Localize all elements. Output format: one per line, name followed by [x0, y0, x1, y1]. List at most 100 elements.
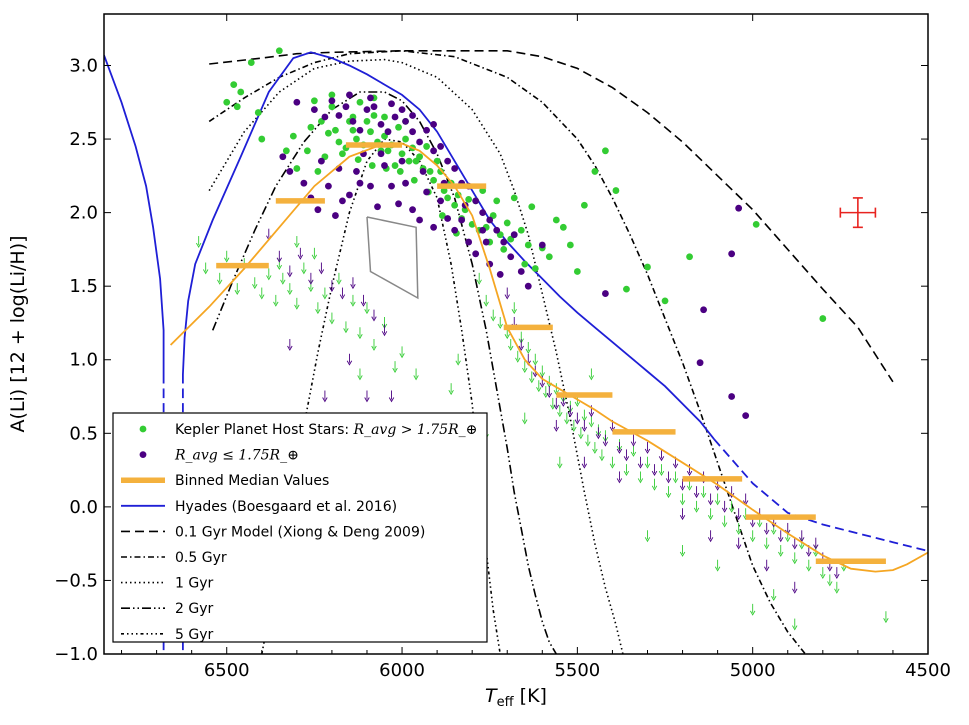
- upper-limit-small: [308, 272, 314, 285]
- upper-limit-large: [497, 316, 503, 329]
- upper-limit-small: [364, 390, 370, 403]
- y-tick-label: 1.5: [69, 276, 98, 297]
- limit-arrow-head: [707, 515, 714, 521]
- legend-entry-m1: 1 Gyr: [121, 576, 213, 592]
- point-large-planet-host: [314, 168, 322, 175]
- upper-limit-small: [346, 353, 353, 366]
- point-small-planet-host: [317, 157, 325, 165]
- upper-limit-small: [581, 456, 588, 469]
- upper-limit-large: [714, 493, 721, 506]
- upper-limit-large: [637, 471, 644, 484]
- point-large-planet-host: [328, 103, 336, 111]
- point-small-planet-host: [538, 241, 546, 249]
- upper-limit-large: [714, 559, 721, 572]
- legend-entry-small: R_avg ≤ 1.75R_⊕: [139, 448, 299, 464]
- upper-limit-large: [217, 272, 223, 285]
- limit-arrow-head: [273, 301, 279, 307]
- y-axis-label: A(Li) [12 + log(Li/H)]: [7, 235, 29, 432]
- binned-median-bars: [216, 142, 886, 565]
- limit-arrow-head: [357, 375, 363, 381]
- upper-limit-small: [322, 390, 328, 403]
- point-small-planet-host: [353, 168, 360, 175]
- limit-arrow-head: [749, 522, 756, 528]
- point-large-planet-host: [325, 129, 332, 137]
- limit-arrow-head: [571, 426, 577, 432]
- limit-arrow-head: [567, 412, 574, 418]
- upper-limit-small: [350, 277, 356, 290]
- limit-arrow-head: [792, 588, 798, 594]
- y-tick-label: 0.0: [69, 497, 98, 518]
- upper-limit-large: [792, 618, 798, 631]
- upper-limit-small: [665, 471, 672, 484]
- legend-label-text: Binned Median Values: [175, 473, 329, 489]
- upper-limit-large: [578, 427, 584, 440]
- upper-limit-small: [735, 508, 742, 521]
- x-tick-label: 5500: [554, 660, 600, 681]
- point-small-planet-host: [430, 223, 437, 231]
- legend-label: 5 Gyr: [175, 627, 213, 643]
- limit-arrow-head: [553, 404, 560, 410]
- upper-limit-large: [749, 530, 756, 543]
- point-small-planet-host: [517, 268, 525, 275]
- upper-limit-small: [546, 386, 553, 399]
- point-large-planet-host: [391, 162, 399, 169]
- limit-arrow-head: [553, 389, 560, 396]
- limit-arrow-head: [329, 319, 335, 325]
- point-large-planet-host: [353, 135, 360, 143]
- limit-arrow-head: [813, 544, 819, 550]
- limit-arrow-head: [364, 397, 370, 403]
- upper-limit-large: [311, 247, 318, 260]
- point-small-planet-host: [451, 165, 459, 172]
- limit-arrow-head: [679, 551, 686, 557]
- point-large-planet-host: [612, 187, 620, 194]
- limit-arrow-head: [588, 412, 595, 418]
- limit-arrow-head: [224, 257, 230, 263]
- upper-limit-small: [595, 427, 602, 440]
- point-small-planet-host: [402, 118, 409, 125]
- point-small-planet-host: [342, 103, 350, 111]
- limit-arrow-head: [778, 537, 784, 543]
- upper-limit-large: [511, 302, 517, 315]
- point-small-planet-host: [409, 112, 416, 119]
- point-small-planet-host: [416, 138, 423, 146]
- point-small-planet-host: [391, 113, 399, 121]
- point-small-planet-host: [409, 206, 416, 214]
- limit-arrow-head: [630, 441, 637, 447]
- limit-arrow-head: [339, 294, 346, 300]
- point-large-planet-host: [438, 212, 446, 219]
- limit-arrow-head: [707, 537, 714, 543]
- limit-arrow-head: [252, 284, 258, 290]
- limit-arrow-head: [771, 529, 777, 535]
- limit-arrow-head: [322, 294, 328, 300]
- legend-entry-large: Kepler Planet Host Stars: R_avg > 1.75R_…: [139, 422, 477, 438]
- point-large-planet-host: [433, 157, 441, 165]
- limit-arrow-head: [599, 456, 605, 462]
- upper-limit-large: [665, 486, 672, 499]
- upper-limit-large: [343, 321, 349, 334]
- upper-limit-small: [735, 537, 742, 550]
- limit-arrow-head: [623, 470, 630, 476]
- upper-limit-small: [658, 449, 665, 462]
- point-small-planet-host: [458, 216, 466, 224]
- upper-limit-large: [476, 272, 482, 285]
- point-large-planet-host: [451, 201, 459, 209]
- median-fit-curve: [169, 142, 928, 573]
- upper-limit-large: [483, 294, 489, 307]
- limit-arrow-head: [399, 353, 405, 359]
- point-small-planet-host: [524, 282, 532, 290]
- y-tick-label: 2.0: [69, 203, 98, 224]
- upper-limit-small: [616, 442, 623, 454]
- limit-arrow-head: [522, 419, 528, 425]
- upper-limit-large: [749, 603, 756, 616]
- limit-arrow-head: [778, 551, 784, 557]
- point-large-planet-host: [332, 126, 339, 134]
- legend-entry-m01: 0.1 Gyr Model (Xiong & Deng 2009): [121, 524, 425, 540]
- upper-limit-large: [630, 444, 637, 457]
- upper-limit-small: [644, 442, 651, 454]
- legend-entry-m5: 5 Gyr: [121, 627, 213, 643]
- upper-limit-large: [792, 552, 798, 565]
- limit-arrow-head: [322, 397, 328, 403]
- upper-limit-small: [539, 375, 545, 388]
- legend-entry-median: Binned Median Values: [121, 473, 329, 489]
- point-large-planet-host: [430, 176, 437, 184]
